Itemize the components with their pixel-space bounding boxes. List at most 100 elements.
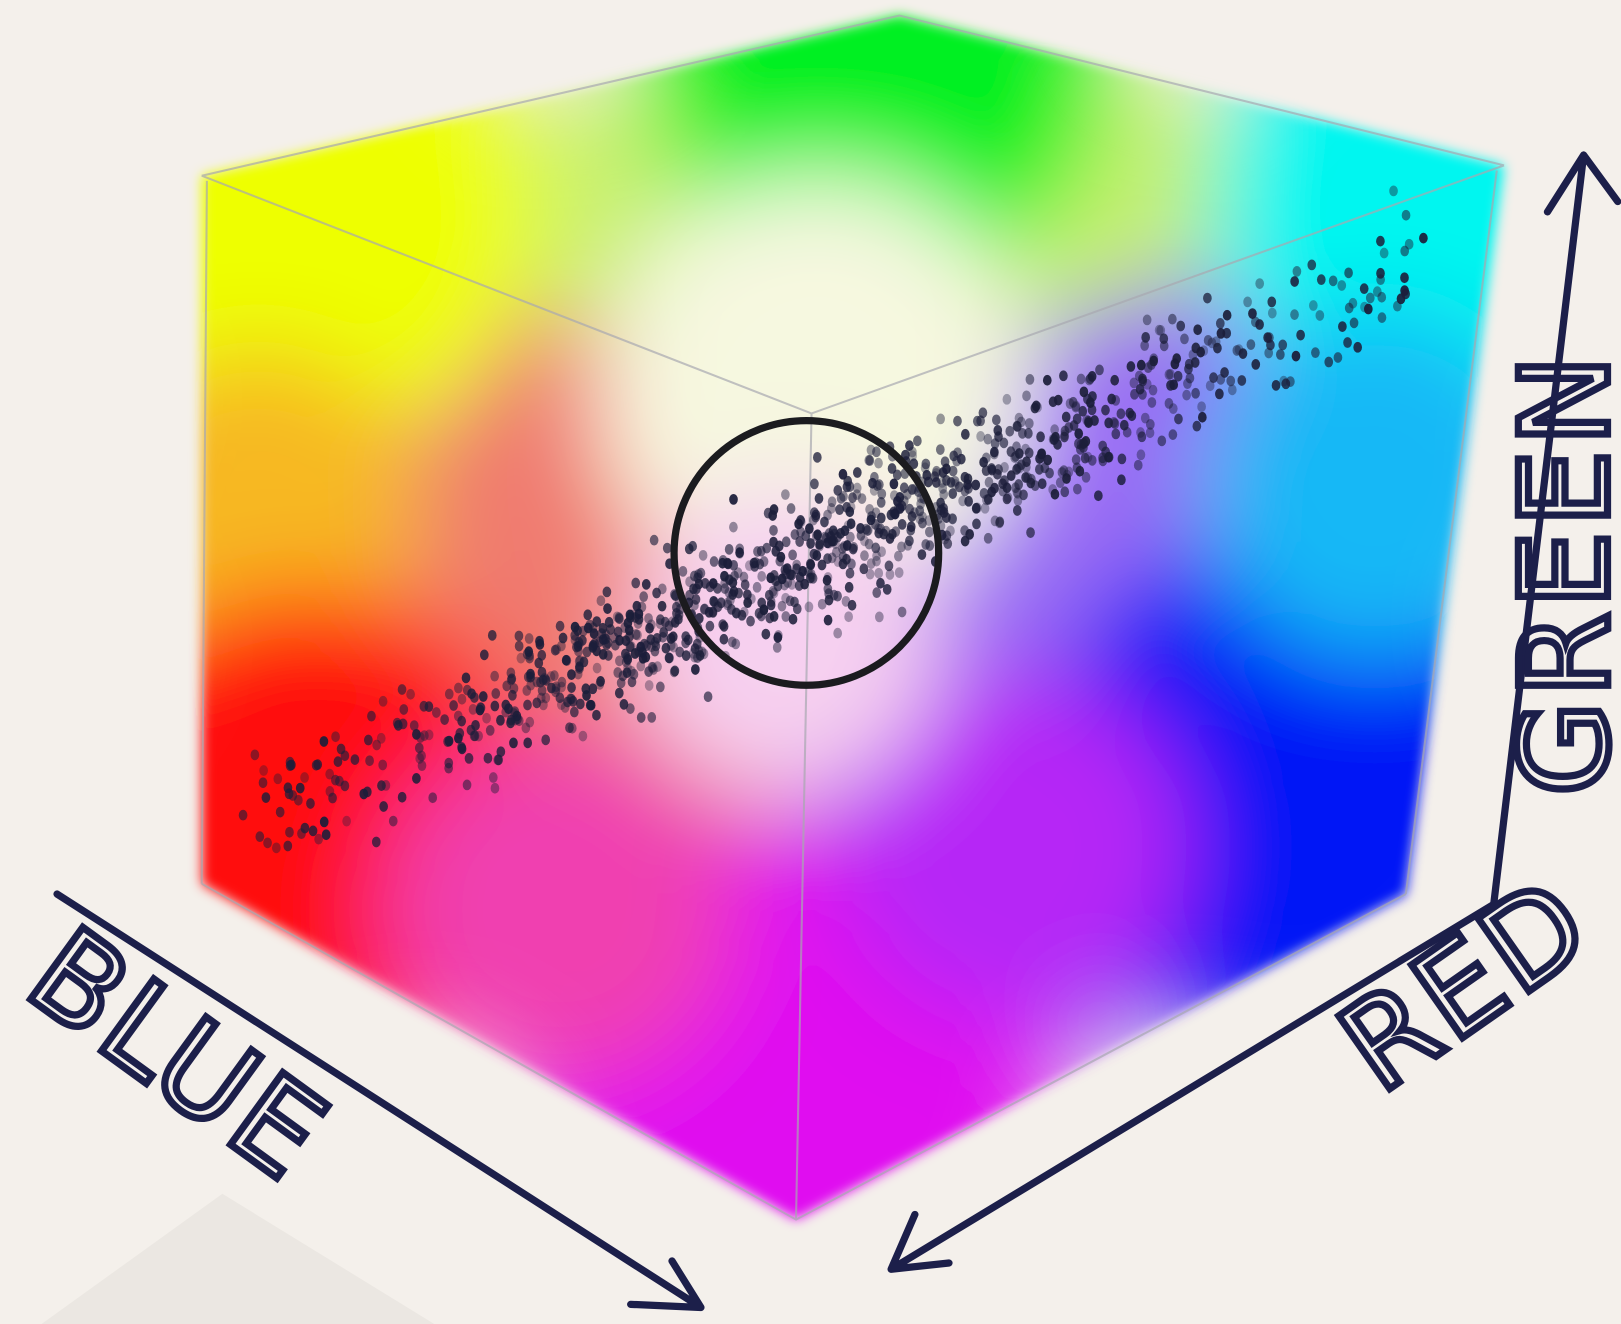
pixel-point bbox=[551, 645, 560, 656]
pixel-point bbox=[1307, 260, 1316, 271]
pixel-point bbox=[239, 810, 248, 821]
pixel-point bbox=[704, 691, 713, 702]
pixel-point bbox=[567, 682, 576, 693]
pixel-point bbox=[610, 632, 619, 643]
pixel-point bbox=[1182, 390, 1191, 401]
pixel-point bbox=[1174, 414, 1183, 425]
pixel-point bbox=[1058, 467, 1067, 478]
pixel-point bbox=[465, 753, 474, 764]
pixel-point bbox=[1118, 454, 1127, 465]
pixel-point bbox=[731, 639, 740, 650]
pixel-point bbox=[1134, 460, 1143, 471]
pixel-point bbox=[571, 635, 580, 646]
pixel-point bbox=[1076, 466, 1085, 477]
pixel-point bbox=[1143, 315, 1152, 326]
pixel-point bbox=[913, 435, 922, 446]
pixel-point bbox=[998, 478, 1007, 489]
pixel-point bbox=[863, 525, 872, 536]
pixel-point bbox=[844, 611, 853, 622]
pixel-point bbox=[559, 633, 568, 644]
pixel-point bbox=[1013, 505, 1022, 516]
pixel-point bbox=[874, 458, 883, 469]
pixel-point bbox=[681, 631, 690, 642]
pixel-point bbox=[342, 816, 351, 827]
pixel-point bbox=[1174, 371, 1183, 382]
pixel-point bbox=[501, 700, 510, 711]
pixel-point bbox=[515, 631, 524, 642]
pixel-point bbox=[647, 641, 656, 652]
pixel-point bbox=[455, 728, 464, 739]
pixel-point bbox=[613, 611, 622, 622]
pixel-point bbox=[619, 670, 628, 681]
pixel-point bbox=[1397, 293, 1406, 304]
pixel-point bbox=[843, 540, 852, 551]
pixel-point bbox=[486, 725, 495, 736]
pixel-point bbox=[273, 773, 282, 784]
pixel-point bbox=[725, 574, 734, 585]
pixel-point bbox=[1378, 312, 1387, 323]
pixel-point bbox=[502, 681, 511, 692]
pixel-point bbox=[286, 760, 295, 771]
pixel-point bbox=[541, 734, 550, 745]
pixel-point bbox=[1216, 374, 1225, 385]
pixel-point bbox=[692, 594, 701, 605]
pixel-point bbox=[627, 610, 636, 621]
pixel-point bbox=[322, 829, 331, 840]
pixel-point bbox=[729, 522, 738, 533]
pixel-point bbox=[285, 827, 294, 838]
pixel-point bbox=[367, 711, 376, 722]
pixel-point bbox=[1149, 356, 1158, 367]
pixel-point bbox=[824, 584, 833, 595]
pixel-point bbox=[1077, 374, 1086, 385]
pixel-point bbox=[1026, 374, 1035, 385]
pixel-point bbox=[706, 581, 715, 592]
pixel-point bbox=[1268, 308, 1277, 319]
pixel-point bbox=[679, 566, 688, 577]
pixel-point bbox=[1168, 314, 1177, 325]
pixel-point bbox=[578, 635, 587, 646]
pixel-point bbox=[507, 667, 516, 678]
pixel-point bbox=[638, 647, 647, 658]
pixel-point bbox=[833, 628, 842, 639]
pixel-point bbox=[637, 712, 646, 723]
pixel-point bbox=[579, 731, 588, 742]
pixel-point bbox=[1101, 447, 1110, 458]
pixel-point bbox=[1000, 438, 1009, 449]
pixel-point bbox=[1353, 342, 1362, 353]
pixel-point bbox=[805, 602, 814, 613]
pixel-point bbox=[1005, 426, 1014, 437]
pixel-point bbox=[1360, 283, 1369, 294]
pixel-point bbox=[1140, 340, 1149, 351]
pixel-point bbox=[535, 636, 544, 647]
pixel-point bbox=[768, 510, 777, 521]
pixel-point bbox=[720, 621, 729, 632]
pixel-point bbox=[1117, 408, 1126, 419]
pixel-point bbox=[372, 740, 381, 751]
pixel-point bbox=[1048, 484, 1057, 495]
pixel-point bbox=[879, 529, 888, 540]
pixel-point bbox=[757, 598, 766, 609]
pixel-point bbox=[762, 629, 771, 640]
pixel-point bbox=[1073, 484, 1082, 495]
pixel-point bbox=[522, 722, 531, 733]
pixel-point bbox=[1101, 405, 1110, 416]
pixel-point bbox=[1402, 210, 1411, 221]
pixel-point bbox=[328, 793, 337, 804]
pixel-point bbox=[1043, 375, 1052, 386]
pixel-point bbox=[815, 493, 824, 504]
pixel-point bbox=[1086, 397, 1095, 408]
pixel-point bbox=[647, 619, 656, 630]
pixel-point bbox=[463, 780, 472, 791]
pixel-point bbox=[942, 530, 951, 541]
pixel-point bbox=[1380, 248, 1389, 259]
pixel-point bbox=[631, 578, 640, 589]
pixel-point bbox=[1166, 369, 1175, 380]
pixel-point bbox=[645, 680, 654, 691]
pixel-point bbox=[872, 446, 881, 457]
pixel-point bbox=[341, 780, 350, 791]
pixel-point bbox=[1017, 417, 1026, 428]
pixel-point bbox=[670, 666, 679, 677]
pixel-point bbox=[1018, 428, 1027, 439]
pixel-point bbox=[1272, 380, 1281, 391]
pixel-point bbox=[860, 550, 869, 561]
